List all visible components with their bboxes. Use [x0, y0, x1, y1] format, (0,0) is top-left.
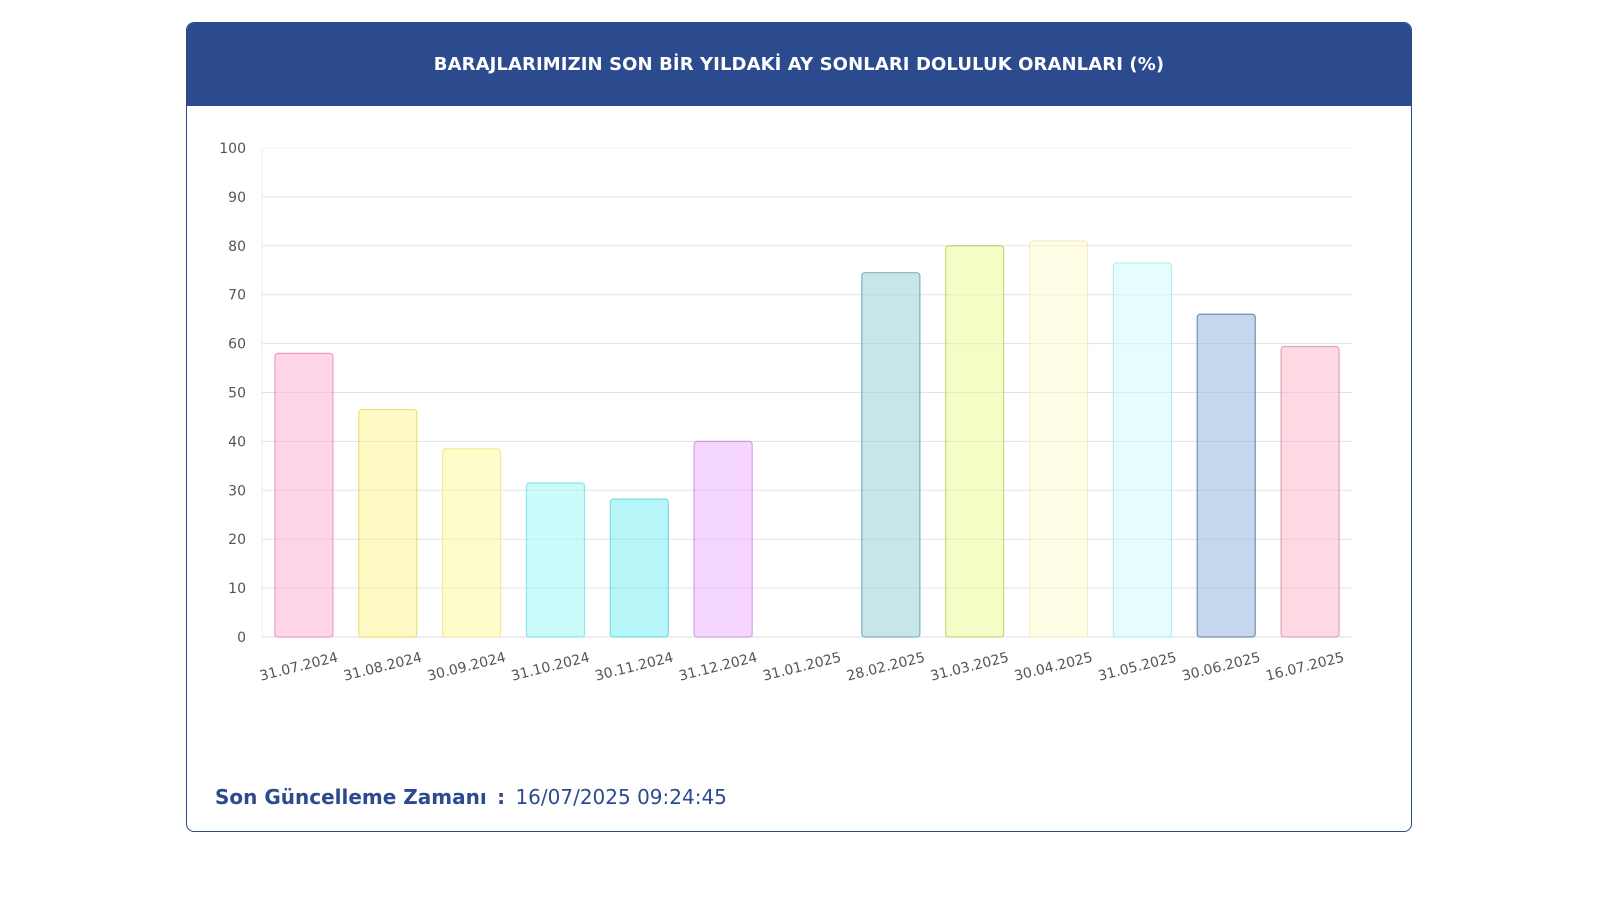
- y-tick-label: 80: [228, 239, 246, 255]
- y-axis: 0 10 20 30 40 50 60 70 80 90 100: [219, 141, 263, 646]
- y-tick-label: 30: [228, 483, 246, 499]
- chart-title: BARAJLARIMIZIN SON BİR YILDAKİ AY SONLAR…: [433, 54, 1165, 75]
- last-update-value: 16/07/2025 09:24:45: [515, 785, 727, 809]
- bar-31.05.2025[interactable]: [1112, 262, 1172, 638]
- y-tick-label: 50: [228, 386, 246, 402]
- y-tick-label: 90: [228, 190, 246, 206]
- bar-31.12.2024[interactable]: [693, 440, 753, 638]
- bar-30.09.2024[interactable]: [442, 448, 502, 638]
- y-tick-label: 60: [228, 337, 246, 353]
- bar-30.06.2025[interactable]: [1196, 313, 1256, 638]
- bar-chart: 0 10 20 30 40 50 60 70 80 90 100 31.07.2024 31.08.2…: [219, 141, 1352, 685]
- x-tick-label: 30.06.2025: [1180, 650, 1262, 685]
- chart-area: 0 10 20 30 40 50 60 70 80 90 100 31.07.2024 31.08.2…: [187, 106, 1411, 746]
- x-tick-label: 30.11.2024: [594, 650, 676, 685]
- x-tick-label: 31.05.2025: [1097, 650, 1179, 685]
- x-tick-label: 16.07.2025: [1264, 650, 1346, 685]
- x-tick-label: 31.07.2024: [258, 650, 340, 685]
- x-tick-label: 31.10.2024: [510, 650, 592, 685]
- grid-overlay: [262, 196, 1352, 589]
- bar-31.07.2024[interactable]: [274, 352, 334, 638]
- bar-31.03.2025[interactable]: [945, 245, 1005, 638]
- x-tick-label: 31.12.2024: [677, 650, 759, 685]
- bar-28.02.2025[interactable]: [861, 272, 921, 638]
- x-tick-label: 28.02.2025: [845, 650, 927, 685]
- y-tick-label: 0: [237, 630, 246, 646]
- x-tick-label: 31.01.2025: [761, 650, 843, 685]
- card-header: BARAJLARIMIZIN SON BİR YILDAKİ AY SONLAR…: [187, 23, 1411, 106]
- last-update-separator: :: [497, 785, 506, 809]
- bar-30.04.2025[interactable]: [1028, 240, 1089, 638]
- y-tick-label: 70: [228, 288, 246, 304]
- y-tick-label: 10: [228, 581, 246, 597]
- last-update-label: Son Güncelleme Zamanı: [215, 785, 487, 809]
- bar-31.10.2024[interactable]: [525, 482, 586, 638]
- x-axis-labels: 31.07.2024 31.08.2024 30.09.2024 31.10.2024…: [258, 650, 1346, 685]
- bar-16.07.2025[interactable]: [1280, 345, 1340, 638]
- chart-card: BARAJLARIMIZIN SON BİR YILDAKİ AY SONLAR…: [186, 22, 1412, 832]
- y-tick-label: 20: [228, 532, 246, 548]
- x-tick-label: 30.04.2025: [1013, 650, 1095, 685]
- x-tick-label: 31.03.2025: [929, 650, 1011, 685]
- bar-31.08.2024[interactable]: [358, 409, 418, 638]
- y-tick-label: 40: [228, 434, 246, 450]
- bar-30.11.2024[interactable]: [609, 498, 669, 638]
- bars: [274, 240, 1340, 638]
- y-tick-label: 100: [219, 141, 246, 157]
- last-update: Son Güncelleme Zamanı : 16/07/2025 09:24…: [215, 785, 727, 809]
- x-tick-label: 31.08.2024: [342, 650, 424, 685]
- x-tick-label: 30.09.2024: [426, 650, 508, 685]
